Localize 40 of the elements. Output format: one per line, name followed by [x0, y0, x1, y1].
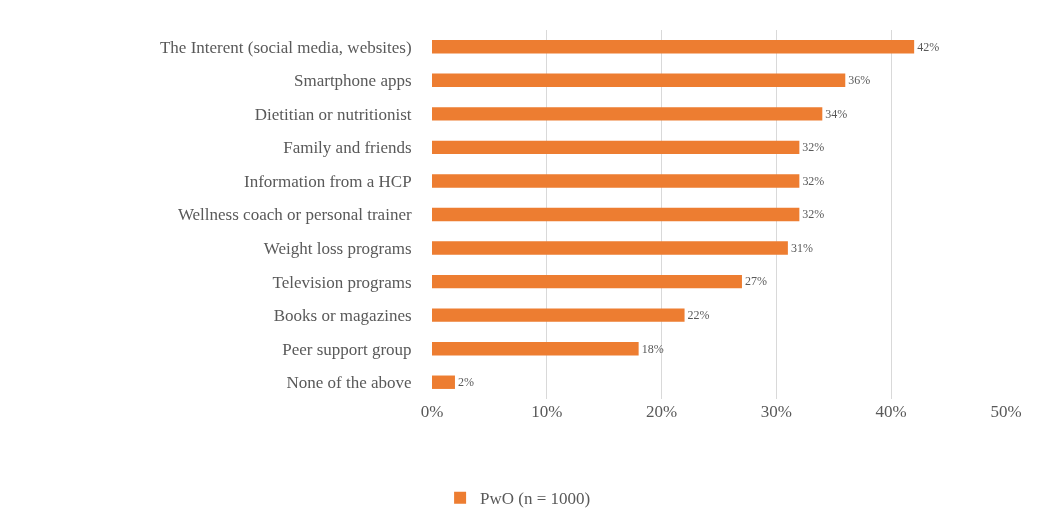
bar: [432, 174, 800, 188]
data-label: 34%: [825, 106, 848, 121]
bar: [432, 107, 823, 121]
data-label: 31%: [790, 240, 813, 255]
data-label: 32%: [802, 207, 825, 222]
data-label: 32%: [802, 173, 825, 188]
x-tick-label: 50%: [990, 402, 1022, 421]
x-tick-label: 20%: [646, 402, 678, 421]
y-tick-label: Smartphone apps: [294, 71, 412, 91]
bar: [432, 341, 639, 356]
bar: [432, 40, 915, 54]
data-label: 27%: [744, 274, 767, 289]
y-tick-label: Information from a HCP: [243, 171, 412, 191]
bar: [432, 140, 800, 155]
y-tick-label: Weight loss programs: [263, 239, 412, 258]
bar: [432, 274, 742, 289]
bar: [432, 207, 800, 222]
bar: [432, 241, 788, 255]
y-tick-label: Family and friends: [283, 138, 412, 158]
data-label: 2%: [457, 375, 474, 390]
data-label: 22%: [687, 308, 710, 323]
y-tick-label: Dietitian or nutritionist: [254, 104, 412, 124]
y-tick-label: Television programs: [272, 272, 412, 292]
x-tick-label: 10%: [531, 402, 563, 421]
data-label: 18%: [641, 341, 664, 356]
data-label: 42%: [917, 39, 940, 54]
bar: [432, 375, 455, 389]
y-tick-label: The Interent (social media, websites): [159, 37, 412, 57]
data-label: 32%: [802, 140, 825, 155]
x-tick-label: 0%: [420, 402, 444, 421]
legend-label: PwO (n = 1000): [480, 489, 591, 509]
bar: [432, 73, 846, 88]
bar: [432, 308, 685, 322]
data-label: 36%: [848, 73, 871, 88]
y-tick-label: Books or magazines: [273, 306, 412, 326]
x-tick-label: 40%: [875, 402, 907, 421]
x-tick-label: 30%: [760, 402, 792, 421]
y-tick-label: None of the above: [286, 373, 412, 393]
y-tick-label: Wellness coach or personal trainer: [177, 205, 412, 225]
y-tick-label: Peer support group: [282, 339, 412, 359]
